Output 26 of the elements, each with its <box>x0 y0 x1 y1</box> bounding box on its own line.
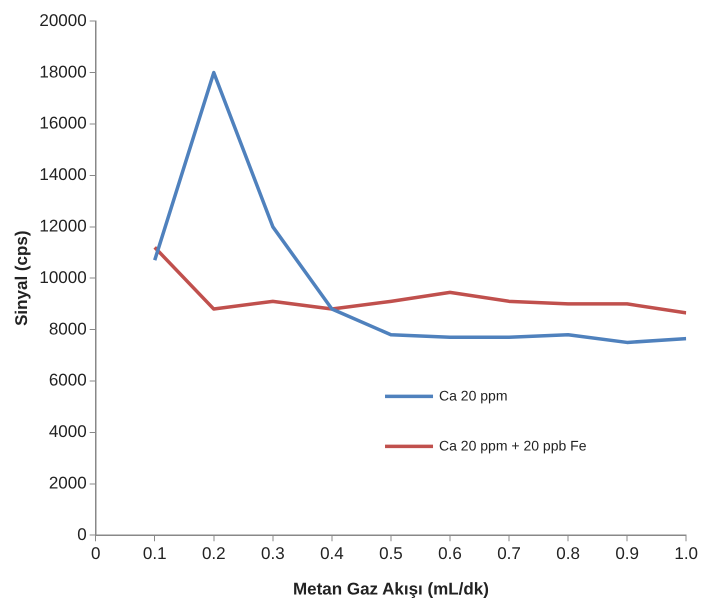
x-tick-label: 0.2 <box>202 544 226 564</box>
y-tick-label: 18000 <box>39 62 87 82</box>
y-tick-label: 12000 <box>39 216 87 236</box>
y-tick-label: 4000 <box>48 422 87 442</box>
y-axis-title: Sinyal (cps) <box>12 230 31 326</box>
legend-label: Ca 20 ppm + 20 ppb Fe <box>439 437 587 454</box>
y-tick-label: 0 <box>77 524 87 544</box>
y-tick-label: 2000 <box>48 473 87 492</box>
y-tick-label: 6000 <box>48 370 87 390</box>
x-tick-label: 0.9 <box>615 544 639 564</box>
x-tick-label: 1.0 <box>674 544 698 564</box>
y-tick-label: 16000 <box>39 114 87 133</box>
x-tick-label: 0.5 <box>379 544 403 564</box>
legend-label: Ca 20 ppm <box>439 387 508 404</box>
x-tick-label: 0.7 <box>497 544 521 564</box>
x-tick-label: 0.1 <box>142 544 167 564</box>
x-tick-label: 0.3 <box>261 544 285 564</box>
y-tick-label: 20000 <box>39 10 87 30</box>
x-axis-title: Metan Gaz Akışı (mL/dk) <box>293 579 489 598</box>
x-tick-label: 0 <box>90 544 100 564</box>
y-tick-label: 10000 <box>39 268 87 287</box>
x-tick-label: 0.6 <box>438 544 462 564</box>
x-tick-label: 0.8 <box>556 544 580 564</box>
y-tick-label: 14000 <box>39 165 87 184</box>
y-tick-label: 8000 <box>48 319 87 338</box>
x-tick-label: 0.4 <box>320 544 344 564</box>
